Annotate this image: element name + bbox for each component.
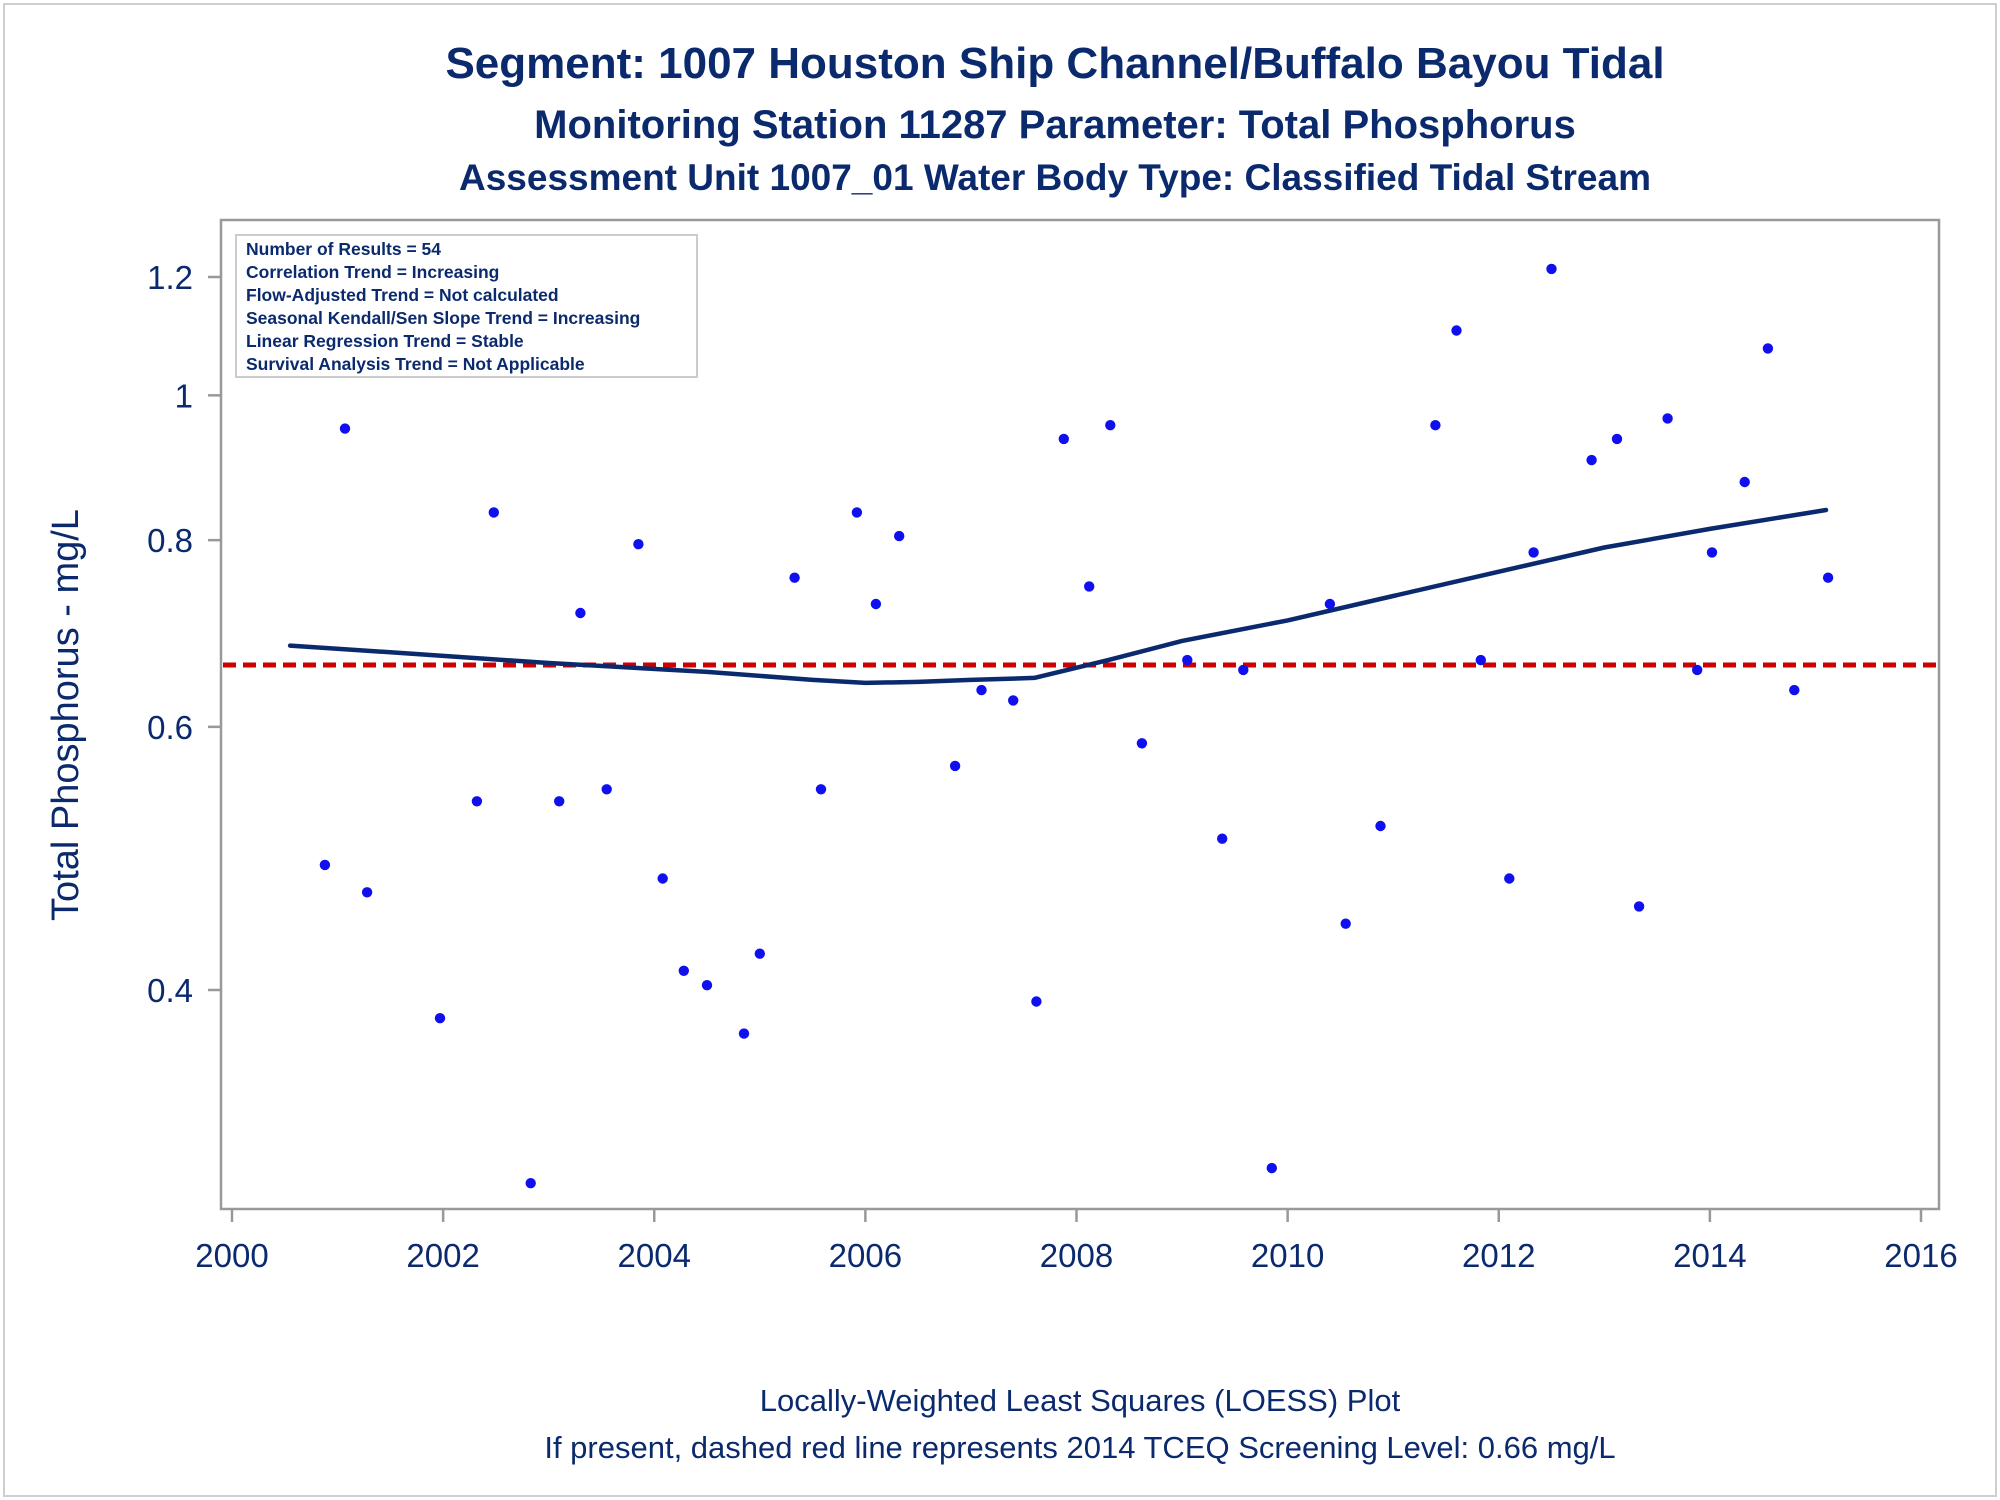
y-tick-label: 1 bbox=[175, 377, 193, 414]
y-tick-label: 1.2 bbox=[147, 259, 193, 296]
footnote-1: Locally-Weighted Least Squares (LOESS) P… bbox=[760, 1383, 1401, 1418]
y-tick-label: 0.4 bbox=[147, 972, 193, 1009]
chart-title: Segment: 1007 Houston Ship Channel/Buffa… bbox=[445, 39, 1664, 88]
loess-curve bbox=[287, 507, 1829, 686]
x-tick-label: 2012 bbox=[1462, 1237, 1535, 1274]
legend-box: Number of Results = 54 Correlation Trend… bbox=[235, 234, 698, 378]
data-point bbox=[1662, 413, 1673, 424]
legend-line: Seasonal Kendall/Sen Slope Trend = Incre… bbox=[246, 308, 640, 328]
marks-group bbox=[223, 237, 1937, 1189]
footnote-2: If present, dashed red line represents 2… bbox=[544, 1430, 1615, 1465]
data-point bbox=[434, 1013, 446, 1024]
data-point bbox=[525, 1178, 536, 1189]
data-point bbox=[738, 1028, 750, 1039]
x-tick-label: 2010 bbox=[1251, 1237, 1324, 1274]
legend-line: Number of Results = 54 bbox=[246, 239, 441, 259]
data-point bbox=[678, 965, 689, 976]
data-point bbox=[1105, 420, 1116, 431]
x-tick-label: 2002 bbox=[406, 1237, 479, 1274]
data-point bbox=[1451, 325, 1462, 336]
y-tick-label: 0.8 bbox=[147, 522, 193, 559]
chart-subtitle: Monitoring Station 11287 Parameter: Tota… bbox=[534, 103, 1576, 147]
data-point bbox=[1475, 654, 1487, 666]
data-point bbox=[1762, 343, 1774, 354]
data-point bbox=[976, 684, 987, 696]
x-tick-label: 2016 bbox=[1884, 1237, 1957, 1274]
chart-subtitle-2: Assessment Unit 1007_01 Water Body Type:… bbox=[459, 157, 1651, 198]
data-point bbox=[1822, 572, 1834, 583]
data-point bbox=[1238, 664, 1249, 676]
data-point bbox=[1375, 820, 1386, 832]
data-point bbox=[1430, 420, 1441, 431]
axes-group: 2000 2002 2004 2006 2008 2010 2012 2014 2016 0.4 0… bbox=[147, 259, 1958, 1274]
data-point bbox=[1217, 833, 1228, 844]
data-point bbox=[488, 507, 499, 518]
y-tick-label: 0.6 bbox=[147, 709, 193, 746]
data-point bbox=[789, 572, 800, 583]
y-axis-label: Total Phosphorus - mg/L bbox=[45, 509, 87, 921]
data-point bbox=[754, 948, 765, 959]
data-point bbox=[1136, 738, 1148, 749]
data-point bbox=[1633, 901, 1645, 912]
data-point bbox=[575, 607, 586, 619]
data-point bbox=[1611, 433, 1623, 445]
data-point bbox=[894, 530, 905, 542]
data-point bbox=[657, 873, 668, 884]
data-point bbox=[1084, 581, 1095, 592]
data-point bbox=[339, 423, 351, 434]
data-point bbox=[815, 784, 827, 795]
data-point bbox=[1504, 873, 1515, 884]
data-point bbox=[1789, 684, 1800, 696]
data-point bbox=[1182, 654, 1193, 666]
x-tick-label: 2006 bbox=[829, 1237, 902, 1274]
legend-line: Survival Analysis Trend = Not Applicable bbox=[246, 354, 585, 374]
legend-line: Correlation Trend = Increasing bbox=[246, 262, 499, 282]
x-tick-label: 2000 bbox=[195, 1237, 268, 1274]
data-point bbox=[1528, 547, 1539, 558]
x-tick-label: 2008 bbox=[1040, 1237, 1113, 1274]
data-point bbox=[701, 980, 713, 991]
data-point bbox=[1031, 996, 1042, 1007]
data-point bbox=[471, 796, 483, 807]
data-point bbox=[554, 796, 565, 807]
data-point bbox=[1706, 547, 1718, 558]
legend-line: Flow-Adjusted Trend = Not calculated bbox=[246, 285, 559, 305]
data-point bbox=[319, 859, 331, 871]
data-point bbox=[1340, 918, 1351, 929]
data-point bbox=[633, 539, 644, 550]
data-point bbox=[361, 887, 373, 898]
data-point bbox=[1324, 598, 1336, 610]
legend-background bbox=[235, 234, 698, 378]
data-point bbox=[1058, 433, 1070, 445]
data-point bbox=[1586, 454, 1597, 466]
data-point bbox=[851, 507, 863, 518]
data-point bbox=[949, 760, 961, 772]
data-point bbox=[601, 784, 612, 795]
data-point bbox=[870, 598, 882, 610]
x-tick-label: 2004 bbox=[618, 1237, 691, 1274]
x-tick-label: 2014 bbox=[1673, 1237, 1746, 1274]
data-point bbox=[1266, 1162, 1278, 1174]
legend-line: Linear Regression Trend = Stable bbox=[246, 331, 524, 351]
plot-area bbox=[219, 218, 1941, 1211]
data-point bbox=[1008, 695, 1019, 706]
data-point bbox=[1692, 664, 1703, 676]
data-point bbox=[1546, 263, 1557, 275]
data-point bbox=[1739, 476, 1750, 488]
